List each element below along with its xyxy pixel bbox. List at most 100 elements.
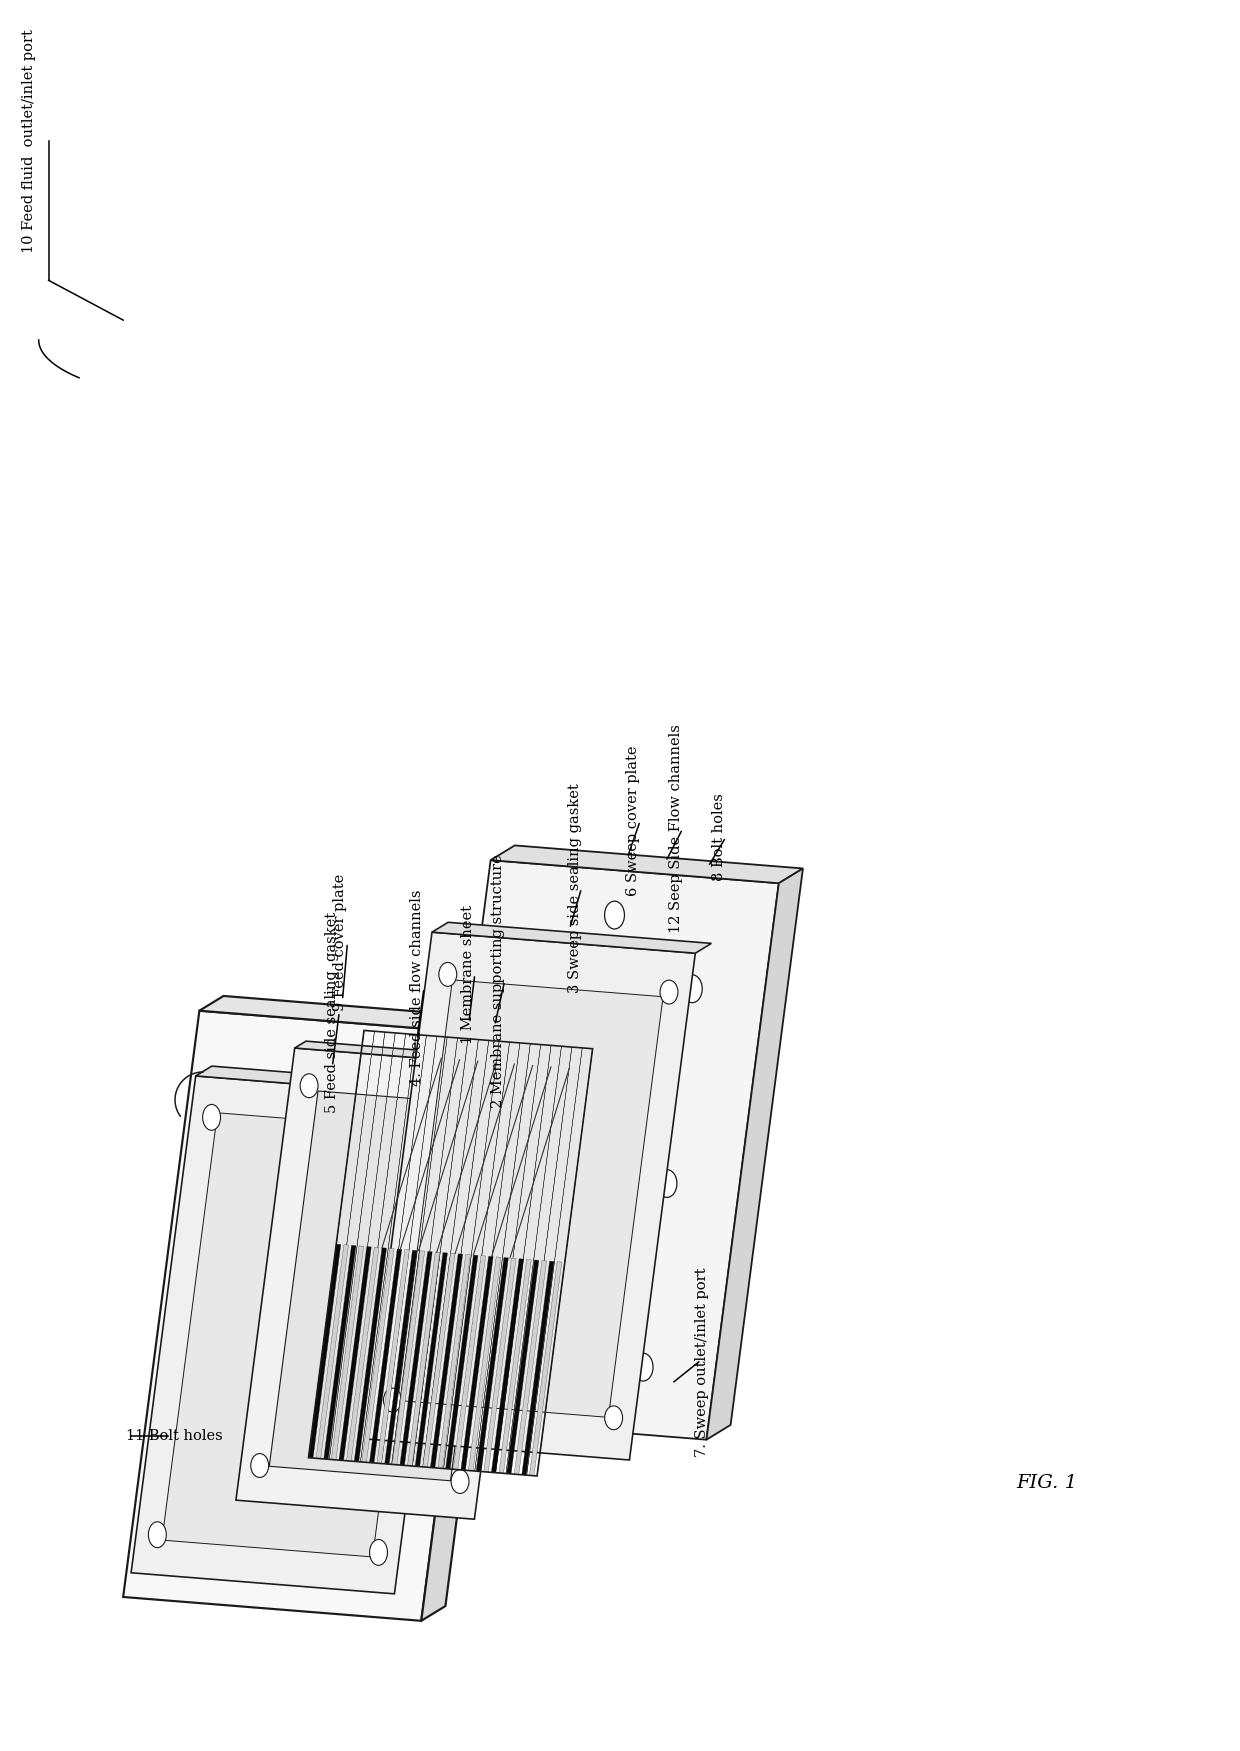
Polygon shape [476, 1257, 508, 1471]
Polygon shape [362, 1248, 394, 1462]
Polygon shape [355, 1248, 387, 1462]
Polygon shape [309, 1030, 365, 1459]
Polygon shape [516, 1047, 572, 1474]
Polygon shape [529, 1262, 562, 1476]
Polygon shape [339, 1247, 371, 1460]
Ellipse shape [544, 1369, 564, 1396]
Polygon shape [418, 860, 779, 1439]
Polygon shape [433, 1040, 489, 1467]
Ellipse shape [227, 1117, 249, 1149]
Text: FIG. 1: FIG. 1 [1017, 1474, 1078, 1492]
Polygon shape [131, 1075, 459, 1593]
Polygon shape [371, 1035, 427, 1462]
Ellipse shape [510, 961, 529, 989]
Text: 12 Seep Side Flow channels: 12 Seep Side Flow channels [668, 725, 682, 933]
Ellipse shape [200, 1322, 222, 1354]
Polygon shape [398, 981, 663, 1417]
Ellipse shape [605, 1406, 622, 1431]
Ellipse shape [634, 1354, 653, 1382]
Polygon shape [432, 923, 712, 953]
Polygon shape [475, 1044, 531, 1471]
Polygon shape [498, 1259, 531, 1473]
Polygon shape [402, 1038, 458, 1466]
Ellipse shape [365, 1543, 386, 1574]
Polygon shape [445, 1255, 477, 1469]
Polygon shape [496, 1045, 551, 1473]
Text: 7. Sweep outlet/inlet port: 7. Sweep outlet/inlet port [694, 1268, 709, 1457]
Ellipse shape [660, 981, 678, 1003]
Ellipse shape [451, 1469, 469, 1494]
Ellipse shape [501, 1089, 518, 1114]
Polygon shape [162, 1114, 428, 1557]
Polygon shape [438, 1254, 470, 1469]
Polygon shape [507, 1261, 539, 1474]
Ellipse shape [657, 1170, 677, 1198]
Text: 6 Sweep cover plate: 6 Sweep cover plate [626, 746, 640, 897]
Ellipse shape [300, 1073, 317, 1098]
Ellipse shape [330, 1065, 352, 1098]
Ellipse shape [370, 1539, 387, 1565]
Polygon shape [515, 1261, 547, 1474]
Polygon shape [401, 1252, 433, 1466]
Text: 1 Membrane sheet: 1 Membrane sheet [461, 905, 475, 1044]
Polygon shape [346, 1247, 379, 1460]
Polygon shape [361, 1035, 417, 1462]
Ellipse shape [605, 902, 625, 930]
Ellipse shape [202, 1105, 221, 1131]
Polygon shape [331, 1247, 363, 1460]
Polygon shape [491, 846, 804, 883]
Polygon shape [384, 1250, 417, 1464]
Polygon shape [422, 1019, 522, 1621]
Polygon shape [469, 1257, 501, 1471]
Polygon shape [319, 1031, 374, 1459]
Polygon shape [484, 1257, 516, 1473]
Polygon shape [454, 1255, 486, 1469]
Polygon shape [522, 1261, 554, 1474]
Polygon shape [464, 1044, 520, 1471]
Polygon shape [366, 932, 696, 1460]
Polygon shape [381, 1037, 436, 1464]
Text: 2 Membrane supporting structure: 2 Membrane supporting structure [491, 854, 505, 1108]
Text: 11 Bolt holes: 11 Bolt holes [125, 1429, 222, 1443]
Polygon shape [269, 1091, 500, 1481]
Ellipse shape [418, 1131, 439, 1163]
Ellipse shape [269, 1534, 290, 1565]
Polygon shape [454, 1042, 510, 1469]
Polygon shape [485, 1045, 541, 1473]
Text: 10 Feed fluid  outlet/inlet port: 10 Feed fluid outlet/inlet port [22, 30, 36, 254]
Ellipse shape [484, 1156, 503, 1184]
Polygon shape [415, 1252, 448, 1467]
Polygon shape [392, 1037, 448, 1464]
Polygon shape [413, 1038, 467, 1466]
Polygon shape [370, 1248, 402, 1462]
Polygon shape [430, 1254, 463, 1467]
Ellipse shape [460, 1340, 480, 1368]
Polygon shape [350, 1033, 405, 1460]
Polygon shape [309, 1243, 341, 1459]
Ellipse shape [424, 1122, 441, 1149]
Text: 8 Bolt holes: 8 Bolt holes [712, 793, 725, 881]
Polygon shape [324, 1245, 356, 1459]
Polygon shape [491, 1259, 523, 1473]
Polygon shape [392, 1250, 424, 1466]
Polygon shape [200, 996, 522, 1035]
Polygon shape [236, 1049, 533, 1520]
Text: 4. Feed side flow channels: 4. Feed side flow channels [410, 890, 424, 1086]
Polygon shape [461, 1255, 494, 1471]
Polygon shape [527, 1047, 583, 1474]
Polygon shape [423, 1040, 479, 1467]
Text: 5 Feed side sealing  gasket: 5 Feed side sealing gasket [325, 911, 340, 1112]
Polygon shape [123, 1010, 497, 1621]
Polygon shape [408, 1252, 440, 1466]
Polygon shape [196, 1066, 475, 1096]
Polygon shape [537, 1049, 593, 1476]
Polygon shape [707, 868, 804, 1439]
Polygon shape [444, 1042, 500, 1469]
Text: 3 Sweep side sealing gasket: 3 Sweep side sealing gasket [568, 783, 582, 993]
Polygon shape [340, 1033, 396, 1460]
Polygon shape [506, 1047, 562, 1474]
Text: 9 Feed cover plate: 9 Feed cover plate [334, 874, 347, 1012]
Ellipse shape [250, 1453, 269, 1478]
Ellipse shape [149, 1522, 166, 1548]
Ellipse shape [439, 963, 456, 986]
